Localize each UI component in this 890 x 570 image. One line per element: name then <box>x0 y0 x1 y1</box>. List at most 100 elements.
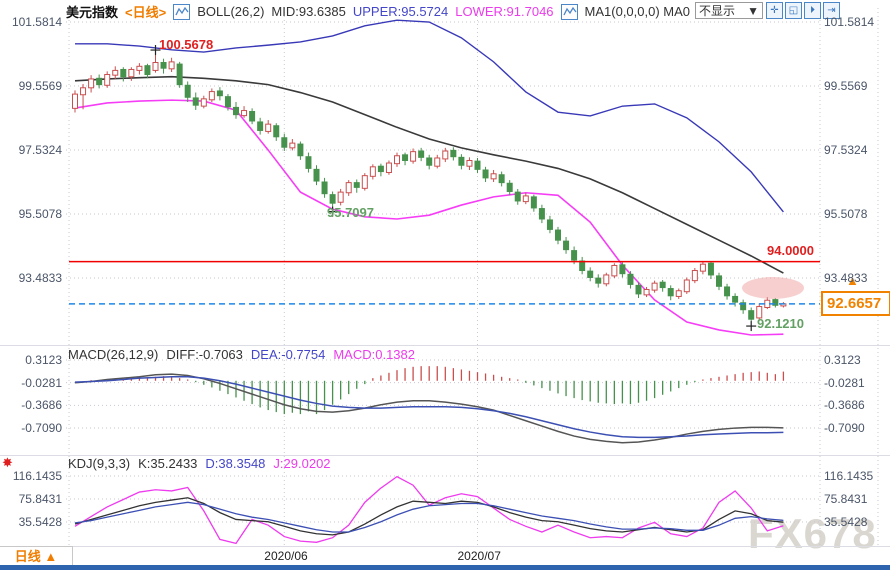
candle-body <box>772 299 779 306</box>
candle-body <box>724 286 731 297</box>
candle-body <box>538 208 545 220</box>
macd-axis-label-left: 0.3123 <box>25 353 62 367</box>
candle-body <box>192 97 199 106</box>
candle-body <box>410 151 417 162</box>
candle-body <box>345 182 352 194</box>
candle-body <box>667 288 674 297</box>
main-axis-label-left: 101.5814 <box>11 15 62 29</box>
kdj-axis-label-left: 35.5428 <box>18 514 62 529</box>
candle-body <box>321 181 328 195</box>
kdj-axis-label-right: 35.5428 <box>824 514 868 529</box>
main-axis-label-right: 99.5569 <box>824 78 868 93</box>
candle-body <box>402 154 409 162</box>
candle-body <box>152 62 159 71</box>
main-chart-header: 美元指数 <日线> BOLL(26,2) MID:93.6385 UPPER:9… <box>66 2 690 21</box>
candle-body <box>635 284 642 295</box>
candle-body <box>506 182 513 192</box>
macd-axis-label-right: -0.7090 <box>824 420 865 435</box>
candle-body <box>563 240 570 251</box>
x-axis-label: 2020/06 <box>264 549 308 563</box>
candle-body <box>651 282 658 291</box>
candle-body <box>450 149 457 158</box>
candle-body <box>514 191 521 202</box>
boll-params-label: BOLL(26,2) <box>197 4 265 19</box>
candle-body <box>619 264 626 275</box>
candle-body <box>313 168 320 182</box>
candle-body <box>216 90 223 97</box>
candle-body <box>571 250 578 261</box>
candle-body <box>707 262 714 276</box>
indicator-chart-icon <box>560 3 578 20</box>
candle-body <box>353 182 360 188</box>
boll-upper-line <box>75 19 784 213</box>
candle-body <box>200 98 207 107</box>
crosshair-button[interactable]: ✛ <box>766 2 783 19</box>
candle-body <box>522 195 529 203</box>
candle-body <box>466 160 473 167</box>
candle-body <box>579 260 586 272</box>
boll-mid-value: MID:93.6385 <box>271 4 346 19</box>
main-axis-label-left: 93.4833 <box>18 270 62 285</box>
panel-separator <box>0 455 890 456</box>
candle-body <box>458 156 465 166</box>
candle-body <box>88 78 95 89</box>
candle-body <box>756 306 763 319</box>
pan-right-button[interactable]: ⇥ <box>823 2 840 19</box>
candle-body <box>716 275 722 287</box>
zoom-region-button[interactable]: ◱ <box>785 2 802 19</box>
zoom-in-button[interactable]: ⏵ <box>804 2 821 19</box>
candle-body <box>96 77 103 86</box>
candle-body <box>675 290 682 297</box>
candle-body <box>120 68 127 78</box>
symbol-name: 美元指数 <box>66 5 119 20</box>
display-mode-dropdown[interactable]: 不显示 ▼ <box>695 2 763 19</box>
candle-body <box>611 264 618 277</box>
candle-body <box>683 279 690 293</box>
highlight-ellipse <box>742 277 804 299</box>
watermark: FX678 <box>748 510 877 557</box>
candle-body <box>168 61 175 70</box>
candle-body <box>281 137 288 148</box>
macd-dea-value: DEA:-0.7754 <box>250 347 326 362</box>
candle-body <box>418 150 425 158</box>
macd-diff-value: DIFF:-0.7063 <box>166 347 243 362</box>
candle-body <box>426 157 433 166</box>
candle-body <box>72 93 78 109</box>
triangle-up-icon: ▲ <box>44 549 58 564</box>
macd-axis-label-left: -0.0281 <box>21 375 62 390</box>
candle-body <box>80 87 87 96</box>
candle-body <box>498 174 505 184</box>
boll-upper-value: UPPER:95.5724 <box>352 4 449 19</box>
candle-body <box>603 274 610 285</box>
candle-body <box>297 143 304 157</box>
main-axis-label-right: 97.5324 <box>824 142 868 157</box>
candle-body <box>233 106 239 116</box>
period-tab[interactable]: 日线 ▲ <box>0 546 73 567</box>
bottom-accent-bar <box>0 565 890 570</box>
candle-body <box>305 156 312 169</box>
candle-body <box>595 277 602 284</box>
candle-body <box>691 270 698 282</box>
candle-body <box>434 157 441 167</box>
panel-separator <box>0 546 890 547</box>
candle-body <box>474 160 481 170</box>
candle-body <box>208 91 215 101</box>
candle-body <box>329 194 336 204</box>
candle-body <box>289 142 296 149</box>
main-axis-label-left: 95.5078 <box>18 206 62 221</box>
macd-params-label: MACD(26,12,9) <box>68 347 159 362</box>
boll-lower-line <box>74 99 784 336</box>
candle-body <box>112 69 119 76</box>
peak-price-label: 100.5678 <box>159 37 214 52</box>
candle-body <box>241 110 248 117</box>
candle-body <box>273 125 280 138</box>
kdj-axis-label-left: 116.1435 <box>12 469 62 483</box>
candle-body <box>627 273 634 285</box>
candle-body <box>659 281 666 289</box>
candle-body <box>144 65 151 76</box>
candle-body <box>128 68 135 78</box>
macd-axis-label-left: -0.7090 <box>21 420 62 435</box>
boll-mid-line <box>74 75 784 274</box>
